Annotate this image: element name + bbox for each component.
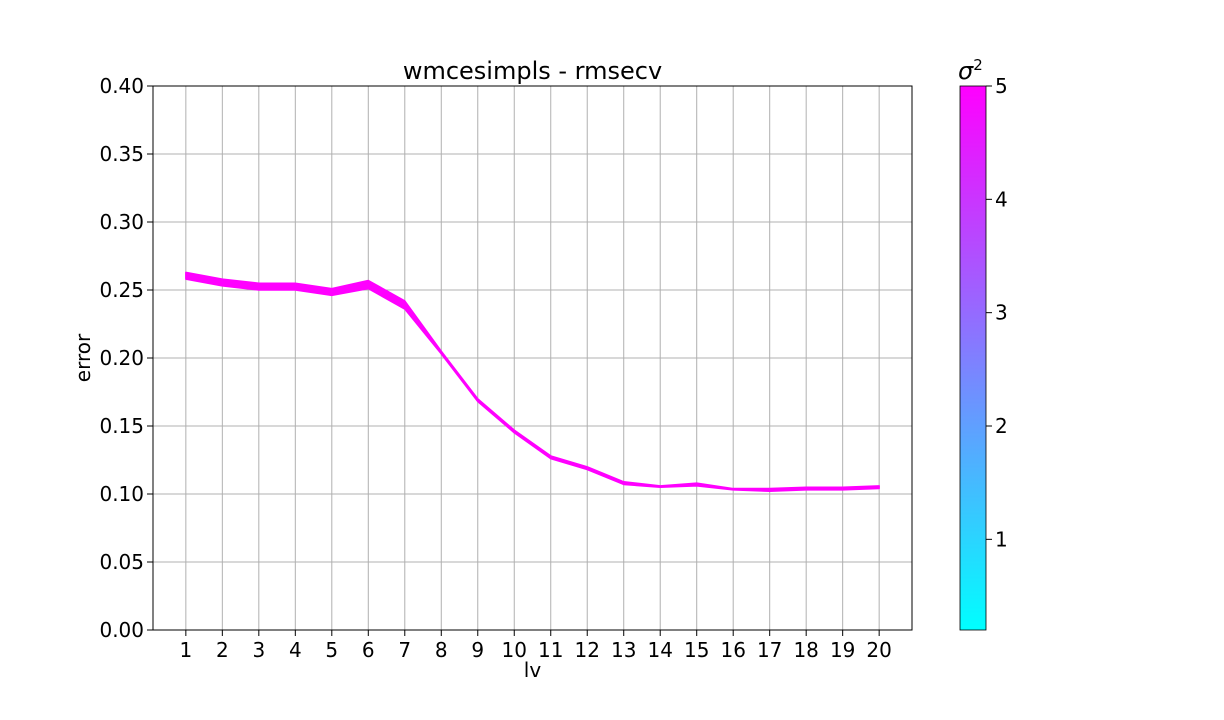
y-axis-ticks: 0.00 0.05 0.10 0.15 0.20 0.25 0.30 0.35 0.40 [99, 74, 153, 642]
x-tick-label: 8 [435, 638, 448, 662]
grid [153, 85, 912, 631]
colorbar: 1 2 3 4 5 σ2 [958, 56, 1008, 631]
x-tick-label: 19 [830, 638, 855, 662]
x-tick-label: 4 [289, 638, 302, 662]
x-tick-label: 9 [471, 638, 484, 662]
colorbar-tick-label: 5 [995, 74, 1008, 98]
x-axis-ticks: 1 2 3 4 5 6 7 8 9 10 11 12 13 14 15 16 17 18 19 20 [179, 630, 892, 662]
colorbar-tick-label: 1 [995, 527, 1008, 551]
x-tick-label: 15 [684, 638, 709, 662]
y-tick-label: 0.10 [99, 482, 144, 506]
y-tick-label: 0.25 [99, 278, 144, 302]
y-tick-label: 0.15 [99, 414, 144, 438]
y-tick-label: 0.35 [99, 142, 144, 166]
y-axis-title: error [71, 333, 95, 382]
error-band [185, 271, 880, 493]
y-tick-label: 0.20 [99, 346, 144, 370]
x-tick-label: 17 [757, 638, 782, 662]
x-tick-label: 6 [362, 638, 375, 662]
y-tick-label: 0.05 [99, 550, 144, 574]
x-tick-label: 10 [502, 638, 527, 662]
chart-title: wmcesimpls - rmsecv [403, 57, 662, 85]
x-tick-label: 14 [647, 638, 672, 662]
x-tick-label: 1 [179, 638, 192, 662]
colorbar-tick-label: 3 [995, 301, 1008, 325]
x-tick-label: 3 [252, 638, 265, 662]
x-tick-label: 11 [538, 638, 563, 662]
x-tick-label: 5 [325, 638, 338, 662]
colorbar-tick-label: 2 [995, 414, 1008, 438]
x-tick-label: 13 [611, 638, 636, 662]
y-tick-label: 0.40 [99, 74, 144, 98]
x-tick-label: 12 [575, 638, 600, 662]
colorbar-gradient [959, 85, 987, 631]
y-tick-label: 0.30 [99, 210, 144, 234]
x-tick-label: 16 [720, 638, 745, 662]
x-tick-label: 7 [398, 638, 411, 662]
colorbar-tick-label: 4 [995, 187, 1008, 211]
x-axis-title: lv [524, 658, 542, 682]
colorbar-label: σ2 [958, 56, 983, 85]
colorbar-ticks: 1 2 3 4 5 [986, 74, 1008, 551]
y-tick-label: 0.00 [99, 618, 144, 642]
x-tick-label: 20 [866, 638, 891, 662]
x-tick-label: 18 [793, 638, 818, 662]
x-tick-label: 2 [216, 638, 229, 662]
error-band-series [185, 271, 880, 493]
